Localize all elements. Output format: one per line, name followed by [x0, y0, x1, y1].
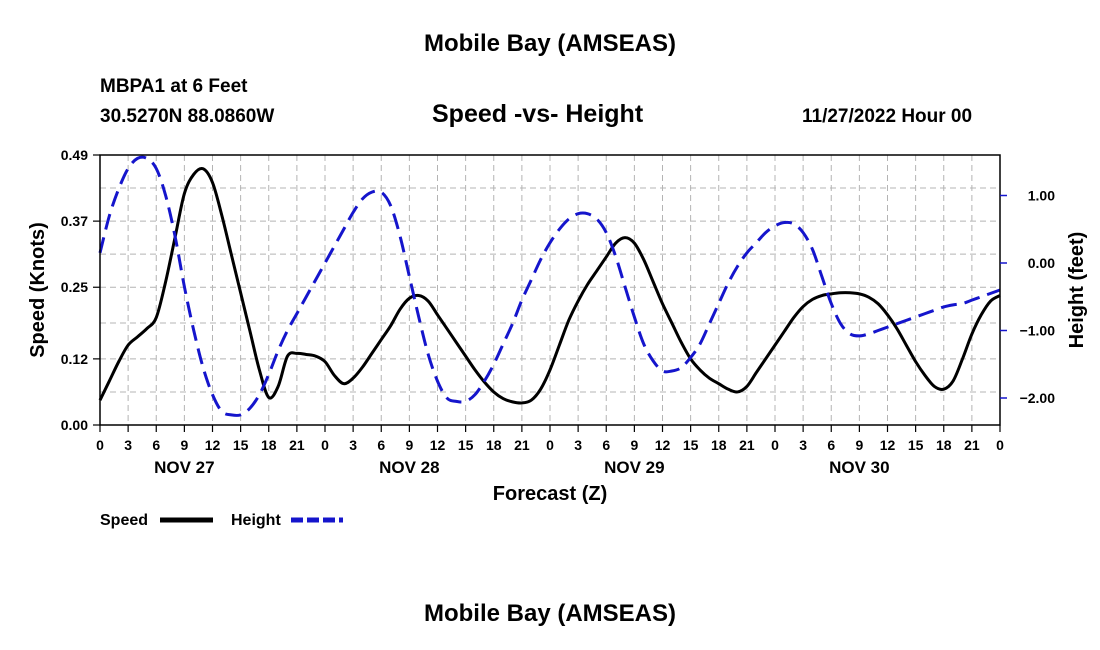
x-tick-label: 15	[458, 437, 474, 453]
legend-label-speed: Speed	[100, 512, 148, 529]
x-tick-label: 15	[683, 437, 699, 453]
y-axis-right-label: Height (feet)	[1066, 232, 1088, 349]
x-tick-label: 0	[771, 437, 779, 453]
x-tick-label: 21	[514, 437, 530, 453]
legend-label-height: Height	[231, 512, 281, 529]
y-left-tick-label: 0.00	[61, 417, 88, 433]
x-tick-label: 21	[739, 437, 755, 453]
x-tick-label: 21	[964, 437, 980, 453]
x-tick-label: 3	[799, 437, 807, 453]
x-tick-label: 6	[602, 437, 610, 453]
series-line-height	[98, 155, 1001, 418]
x-tick-label: 0	[996, 437, 1004, 453]
y-right-tick-label: 0.00	[1028, 255, 1055, 271]
x-tick-label: 9	[630, 437, 638, 453]
x-tick-label: 12	[880, 437, 896, 453]
y-left-tick-label: 0.12	[61, 351, 88, 367]
station-coordinates: 30.5270N 88.0860W	[100, 106, 275, 127]
day-label: NOV 29	[604, 458, 664, 477]
series-line-speed	[98, 166, 1001, 405]
x-tick-label: 0	[321, 437, 329, 453]
y-axis-left-label: Speed (Knots)	[27, 222, 49, 358]
x-tick-label: 0	[546, 437, 554, 453]
chart-grid	[100, 155, 1000, 425]
x-tick-label: 9	[405, 437, 413, 453]
footer-title: Mobile Bay (AMSEAS)	[423, 600, 677, 627]
x-tick-label: 18	[711, 437, 727, 453]
x-tick-label: 21	[289, 437, 305, 453]
station-label: MBPA1 at 6 Feet	[100, 76, 248, 97]
y-left-tick-label: 0.37	[61, 213, 88, 229]
x-tick-label: 6	[152, 437, 160, 453]
day-label: NOV 30	[829, 458, 889, 477]
chart-axes: 0 3 6 9 12 15 18 21 0 3 6 9 12 15 18 21 0 3 6 9 12 15 18 21 0 3 6 9…	[61, 147, 1055, 477]
x-tick-label: 18	[261, 437, 277, 453]
chart-series	[98, 155, 1001, 418]
x-tick-label: 3	[349, 437, 357, 453]
x-axis-label: Forecast (Z)	[493, 483, 607, 505]
x-tick-label: 0	[96, 437, 104, 453]
chart-legend: Speed Height	[100, 512, 343, 529]
x-tick-label: 15	[908, 437, 924, 453]
x-tick-label: 3	[574, 437, 582, 453]
y-right-tick-label: 1.00	[1028, 188, 1055, 204]
forecast-datetime: 11/27/2022 Hour 00	[802, 106, 973, 127]
x-tick-label: 6	[827, 437, 835, 453]
x-tick-label: 12	[205, 437, 221, 453]
day-label: NOV 28	[379, 458, 439, 477]
x-tick-label: 18	[486, 437, 502, 453]
y-left-tick-label: 0.49	[61, 147, 88, 163]
x-tick-label: 9	[180, 437, 188, 453]
x-tick-label: 3	[124, 437, 132, 453]
chart-subtitle: Speed -vs- Height	[432, 100, 644, 128]
x-tick-label: 9	[855, 437, 863, 453]
x-tick-label: 12	[655, 437, 671, 453]
y-right-tick-label: −2.00	[1020, 390, 1056, 406]
x-tick-label: 15	[233, 437, 249, 453]
x-tick-label: 12	[430, 437, 446, 453]
y-left-tick-label: 0.25	[61, 279, 88, 295]
chart-title: Mobile Bay (AMSEAS)	[423, 30, 677, 57]
x-tick-label: 6	[377, 437, 385, 453]
x-tick-label: 18	[936, 437, 952, 453]
y-right-tick-label: −1.00	[1020, 323, 1056, 339]
day-label: NOV 27	[154, 458, 214, 477]
